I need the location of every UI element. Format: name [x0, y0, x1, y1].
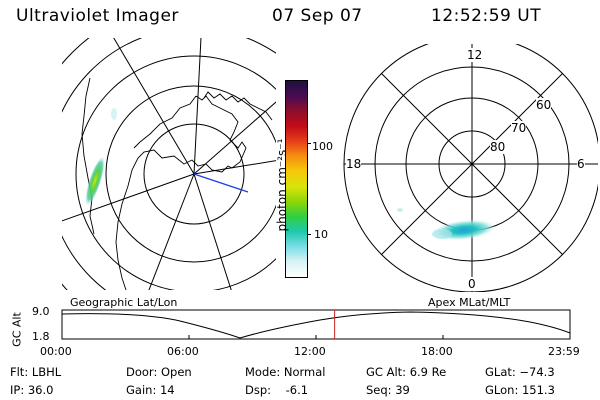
aurora-emission-faint [111, 108, 117, 120]
longitude-line [193, 173, 232, 290]
colorbar-tick-100: 100 [312, 140, 333, 153]
altitude-curve [61, 311, 571, 339]
latitude-circle [62, 38, 90, 290]
longitude-line [62, 173, 195, 222]
colorbar [285, 80, 308, 278]
timeline-plot [61, 309, 571, 340]
instrument-title: Ultraviolet Imager [16, 6, 179, 26]
latitude-circle [143, 123, 245, 225]
timeline-y-tick-min: 1.8 [32, 330, 50, 343]
sun-direction-line [193, 173, 249, 193]
colorbar-tick-10: 10 [314, 228, 328, 241]
x-tick-label-1200: 12:00 [294, 345, 326, 358]
ip-info: IP: 36.0 [10, 383, 54, 397]
apex-caption: Apex MLat/MLT [428, 296, 511, 309]
mode-info: Mode: Normal [245, 365, 326, 379]
coastline [81, 77, 273, 290]
lat-label-70: 70 [511, 121, 527, 135]
seq-info: Seq: 39 [366, 383, 410, 397]
timeline-frame [61, 309, 571, 340]
glon-info: GLon: 151.3 [485, 383, 555, 397]
geographic-map-panel [62, 38, 276, 290]
longitude-line [193, 38, 202, 175]
longitude-line [193, 101, 276, 175]
lat-label-80: 80 [490, 140, 506, 154]
mlt-label-6: 6 [577, 157, 585, 171]
gc-alt-info: GC Alt: 6.9 Re [366, 365, 447, 379]
latitude-circle [105, 85, 276, 263]
aurora-emission [85, 156, 105, 206]
timeline-y-tick-max: 9.0 [32, 305, 50, 318]
geo-caption: Geographic Lat/Lon [70, 296, 178, 309]
glat-info: GLat: −74.3 [485, 365, 555, 379]
outer-lat-circle [343, 44, 598, 292]
colorbar-unit-label: photon cm⁻²s⁻¹ [275, 138, 289, 232]
latitude-circle [75, 55, 276, 290]
colorbar-tick-mark [307, 143, 311, 144]
timeline-x-ticks [61, 335, 571, 339]
lat-label-60: 60 [536, 98, 552, 112]
auroral-oval-emission-faint [432, 229, 452, 239]
timeline-axis-label: GC Alt [10, 312, 24, 347]
x-tick-label-2359: 23:59 [548, 345, 580, 358]
x-tick-label-0000: 00:00 [40, 345, 72, 358]
door-info: Door: Open [126, 365, 192, 379]
auroral-patch [397, 208, 403, 212]
colorbar-gradient [286, 81, 307, 277]
time-label: 12:52:59 UT [431, 6, 542, 26]
date-label: 07 Sep 07 [272, 6, 363, 26]
latitude-circle [62, 38, 276, 290]
x-tick-label-1800: 18:00 [421, 345, 453, 358]
mlt-label-12: 12 [467, 48, 483, 62]
dsp-info: Dsp: -6.1 [245, 383, 309, 397]
mlt-polar-plot [343, 44, 598, 292]
longitude-line [113, 38, 195, 175]
mlt-label-0: 0 [468, 277, 476, 291]
filter-info: Flt: LBHL [10, 365, 62, 379]
longitude-line [148, 173, 195, 290]
mlt-label-18: 18 [346, 157, 362, 171]
colorbar-tick-mark [307, 234, 311, 235]
gain-info: Gain: 14 [126, 383, 175, 397]
longitude-line [193, 160, 276, 175]
mlt-diagonal [380, 72, 564, 256]
x-tick-label-0600: 06:00 [167, 345, 199, 358]
